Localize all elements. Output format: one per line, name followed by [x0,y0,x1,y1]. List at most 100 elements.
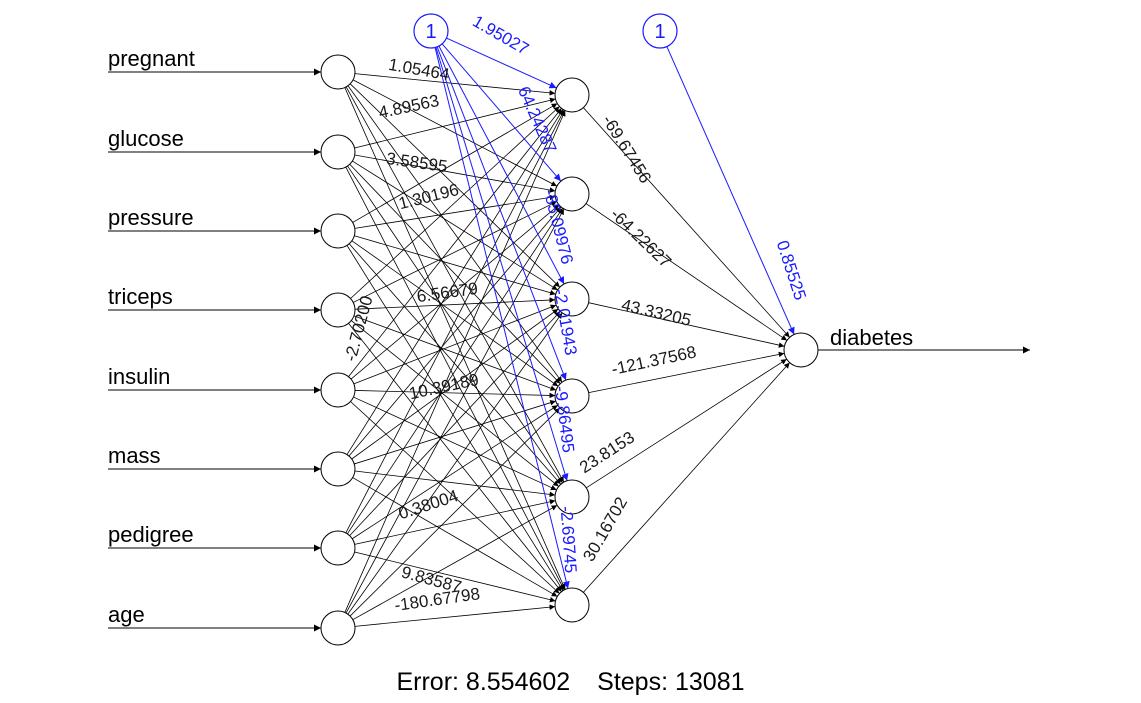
edge-triceps-h4 [353,315,557,391]
bias-weight-label-h2: 64.24287 [514,84,560,157]
weight-label-h5-output: 23.8153 [576,428,638,477]
edge-insulin-h2 [350,204,560,380]
input-label-mass: mass [108,443,161,468]
edge-mass-h5 [354,470,556,498]
error-text: Error: 8.554602 [396,668,571,696]
edge-pregnant-h2 [352,79,558,187]
bias-node-label-1: 1 [425,21,436,43]
edge-mass-h1 [346,109,564,455]
edge-pregnant-h1 [354,73,556,96]
edge-glucose-h5 [347,165,563,484]
edge-triceps-h3 [354,297,556,310]
edge-h1-output [583,107,790,338]
edge-pregnant-h4 [347,85,563,383]
output-node [783,332,819,368]
bias-edge-h4 [436,46,567,381]
training-summary: Error: 8.554602 Steps: 13081 [0,668,1141,697]
edge-pressure-h1 [352,103,558,223]
edge-glucose-h3 [352,160,558,291]
hidden-node-4 [554,378,590,414]
nodes-layer [320,13,819,646]
edge-insulin-h3 [353,304,557,385]
input-label-glucose: glucose [108,126,184,151]
bias-edge-output [666,46,795,335]
edge-age-h3 [347,312,563,615]
weight-label-input-hidden-2: 4.89563 [377,91,441,122]
edge-h3-output [588,302,785,348]
bias-node-2 [642,13,678,49]
bias-edge-h1 [446,37,557,89]
edge-age-h2 [345,208,565,614]
input-label-triceps: triceps [108,284,173,309]
bias-weight-label-output: 0.85525 [773,238,810,302]
edge-glucose-h6 [345,166,565,591]
edge-pedigree-h6 [354,551,556,603]
edge-h5-output [586,358,787,489]
labels-layer: pregnant glucose pressure triceps insulin mas… [108,12,913,627]
edge-pressure-h4 [351,240,559,387]
edge-triceps-h5 [351,320,559,487]
edge-age-h5 [352,504,558,621]
bias-edge-h2 [441,43,562,182]
input-label-pressure: pressure [108,205,194,230]
input-node-glucose [320,134,356,170]
edge-pregnant-h3 [349,83,561,288]
input-node-mass [320,451,356,487]
hidden-node-6 [554,587,590,623]
hidden-node-2 [554,176,590,212]
bias-weight-label-h1: 1.95027 [469,12,532,59]
input-node-triceps [320,292,356,328]
edge-mass-h6 [352,477,558,597]
output-label-diabetes: diabetes [830,325,913,350]
weight-label-input-hidden-5: 6.56679 [415,279,478,306]
edge-glucose-h1 [354,97,556,149]
edge-mass-h3 [351,308,559,460]
input-node-pedigree [320,530,356,566]
hidden-node-1 [554,77,590,113]
bias-node-1 [413,13,449,49]
edge-insulin-h1 [348,108,562,377]
input-node-pressure [320,213,356,249]
weight-label-h3-output: 43.33205 [620,295,693,329]
input-label-age: age [108,602,145,627]
edge-mass-h4 [354,400,556,465]
edge-triceps-h6 [348,323,562,592]
weight-label-input-hidden-4: 1.30196 [397,180,461,213]
edge-mass-h2 [348,206,562,457]
edge-glucose-h2 [354,154,556,193]
input-label-insulin: insulin [108,364,170,389]
edge-pedigree-h5 [354,499,556,545]
bias-edge-h3 [438,45,565,285]
edge-triceps-h1 [350,106,560,299]
edge-h4-output [588,351,785,394]
edge-triceps-h2 [353,201,557,303]
hidden-node-3 [554,281,590,317]
edge-h6-output [583,362,790,593]
weight-label-input-hidden-3: 3.58595 [385,149,448,176]
input-node-insulin [320,372,356,408]
edge-glucose-h4 [349,163,561,385]
edge-pressure-h5 [348,243,562,485]
steps-text: Steps: 13081 [597,668,745,696]
edge-age-h1 [344,110,566,613]
edge-pregnant-h5 [345,86,565,483]
weight-label-input-hidden-10: 0.38004 [396,486,460,523]
edges-layer [108,37,1030,632]
input-label-pregnant: pregnant [108,46,195,71]
edge-pedigree-h4 [352,404,558,540]
input-node-pregnant [320,54,356,90]
edge-pressure-h6 [346,245,564,591]
input-label-pedigree: pedigree [108,522,194,547]
hidden-node-5 [554,479,590,515]
edge-insulin-h4 [354,390,556,399]
edge-insulin-h6 [350,401,560,594]
edge-pedigree-h1 [345,109,565,534]
input-node-age [320,610,356,646]
edge-pressure-h3 [354,235,556,296]
edge-pedigree-h3 [349,311,561,536]
weight-label-h1-output: -69.67456 [598,112,655,187]
edge-age-h4 [349,407,561,617]
bias-weight-label-h6: -2.69745 [557,505,581,573]
bias-edge-h5 [435,47,569,481]
